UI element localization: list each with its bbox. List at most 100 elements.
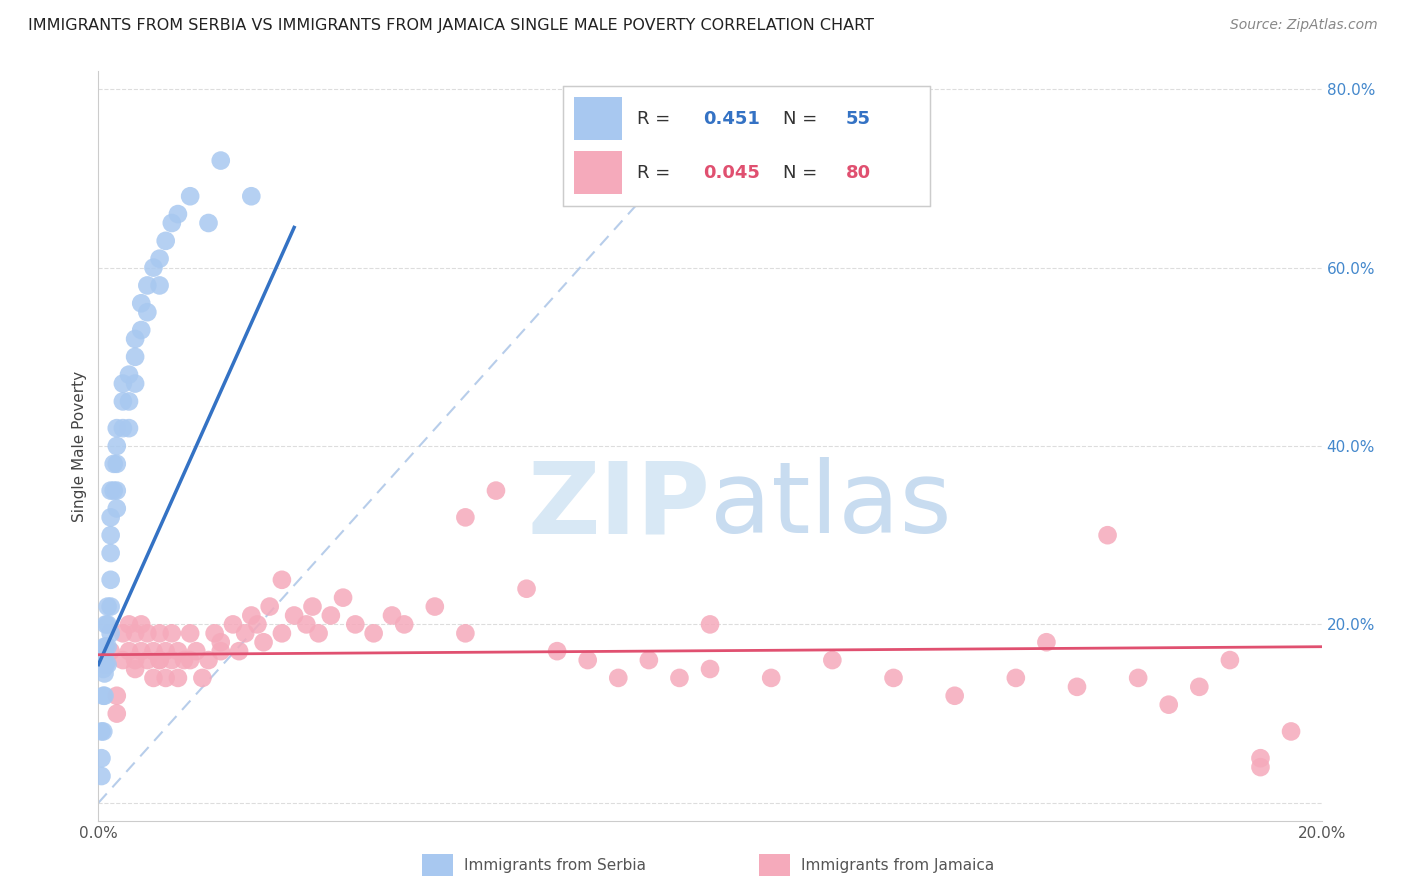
Point bbox=[136, 653, 159, 667]
Point bbox=[668, 671, 690, 685]
Point bbox=[93, 657, 115, 672]
Point bbox=[97, 657, 120, 672]
Point bbox=[118, 644, 141, 658]
Point bbox=[111, 653, 134, 667]
Point bbox=[129, 296, 152, 310]
Text: Immigrants from Jamaica: Immigrants from Jamaica bbox=[801, 858, 994, 872]
Point bbox=[1219, 653, 1241, 667]
Point bbox=[149, 653, 172, 667]
Point bbox=[149, 653, 172, 667]
Point bbox=[118, 617, 141, 632]
Point bbox=[136, 278, 159, 293]
Point bbox=[283, 608, 305, 623]
Point bbox=[607, 671, 630, 685]
Point bbox=[1035, 635, 1057, 649]
Point bbox=[1249, 751, 1271, 765]
Point bbox=[883, 671, 905, 685]
Point bbox=[160, 626, 183, 640]
Point bbox=[100, 546, 122, 560]
Y-axis label: Single Male Poverty: Single Male Poverty bbox=[72, 370, 87, 522]
Point bbox=[93, 648, 115, 663]
Point bbox=[1157, 698, 1180, 712]
Point bbox=[142, 644, 165, 658]
Point bbox=[179, 189, 201, 203]
Point bbox=[167, 671, 190, 685]
Point bbox=[91, 662, 114, 676]
Point bbox=[100, 510, 122, 524]
Point bbox=[100, 483, 122, 498]
Point bbox=[105, 501, 128, 516]
Point bbox=[90, 751, 112, 765]
Point bbox=[129, 323, 152, 337]
Point bbox=[233, 626, 256, 640]
Point bbox=[1279, 724, 1302, 739]
Point bbox=[1004, 671, 1026, 685]
Point bbox=[94, 657, 117, 672]
Point bbox=[124, 653, 146, 667]
Point bbox=[155, 671, 177, 685]
Point bbox=[91, 724, 114, 739]
Point bbox=[821, 653, 844, 667]
Point bbox=[105, 706, 128, 721]
Point bbox=[191, 671, 214, 685]
Point bbox=[699, 617, 721, 632]
Point bbox=[209, 635, 232, 649]
Text: atlas: atlas bbox=[710, 458, 952, 555]
Point bbox=[142, 260, 165, 275]
Point bbox=[160, 216, 183, 230]
Point bbox=[344, 617, 367, 632]
Point bbox=[93, 689, 115, 703]
Point bbox=[270, 573, 292, 587]
Point bbox=[759, 671, 782, 685]
Text: Source: ZipAtlas.com: Source: ZipAtlas.com bbox=[1230, 18, 1378, 32]
Point bbox=[295, 617, 318, 632]
Point bbox=[129, 644, 152, 658]
Point bbox=[97, 640, 120, 654]
Point bbox=[246, 617, 269, 632]
Point bbox=[222, 617, 245, 632]
Point bbox=[270, 626, 292, 640]
Point bbox=[105, 421, 128, 435]
Point bbox=[90, 724, 112, 739]
Point bbox=[124, 332, 146, 346]
Point bbox=[124, 350, 146, 364]
Point bbox=[155, 644, 177, 658]
Point bbox=[179, 626, 201, 640]
Point bbox=[1188, 680, 1211, 694]
Point bbox=[100, 644, 122, 658]
Point bbox=[103, 457, 125, 471]
Point bbox=[118, 394, 141, 409]
Text: IMMIGRANTS FROM SERBIA VS IMMIGRANTS FROM JAMAICA SINGLE MALE POVERTY CORRELATIO: IMMIGRANTS FROM SERBIA VS IMMIGRANTS FRO… bbox=[28, 18, 875, 33]
Point bbox=[136, 305, 159, 319]
Point bbox=[149, 252, 172, 266]
Point bbox=[1066, 680, 1088, 694]
Point bbox=[197, 216, 219, 230]
Point bbox=[100, 599, 122, 614]
Point bbox=[105, 439, 128, 453]
Point bbox=[129, 617, 152, 632]
Point bbox=[105, 457, 128, 471]
Point bbox=[90, 769, 112, 783]
Point bbox=[93, 640, 115, 654]
Point bbox=[118, 368, 141, 382]
Point bbox=[111, 421, 134, 435]
Point bbox=[167, 207, 190, 221]
Point bbox=[228, 644, 250, 658]
Point bbox=[167, 644, 190, 658]
Point bbox=[209, 153, 232, 168]
Point bbox=[637, 653, 661, 667]
Point bbox=[179, 653, 201, 667]
Point bbox=[381, 608, 404, 623]
Point bbox=[118, 421, 141, 435]
Point bbox=[1249, 760, 1271, 774]
Point bbox=[252, 635, 274, 649]
Point bbox=[204, 626, 226, 640]
Point bbox=[94, 640, 117, 654]
Point bbox=[240, 608, 263, 623]
Point bbox=[97, 617, 120, 632]
Point bbox=[105, 689, 128, 703]
Point bbox=[124, 376, 146, 391]
Point bbox=[576, 653, 599, 667]
Point bbox=[100, 626, 122, 640]
Point bbox=[100, 573, 122, 587]
